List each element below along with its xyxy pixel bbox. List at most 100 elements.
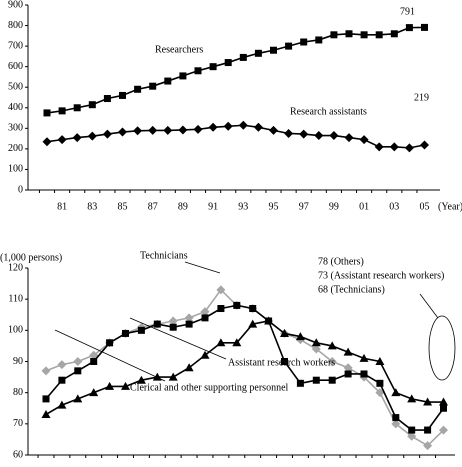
marker xyxy=(253,122,263,132)
marker xyxy=(184,313,194,323)
series-label: Clerical and other supporting personnel xyxy=(130,382,289,393)
leader-line xyxy=(129,317,227,360)
marker xyxy=(270,46,277,54)
y-tick-label: 80 xyxy=(13,387,23,398)
annotation: 78 (Others) xyxy=(318,256,364,267)
marker xyxy=(58,107,66,115)
marker xyxy=(136,375,146,384)
marker xyxy=(41,409,51,418)
annotation: 73 (Assistant research workers) xyxy=(318,270,444,281)
marker xyxy=(359,135,369,145)
leader-line xyxy=(419,293,439,319)
marker xyxy=(344,133,354,143)
marker xyxy=(152,372,162,381)
marker xyxy=(360,31,368,39)
marker xyxy=(440,404,447,412)
marker xyxy=(439,425,448,435)
marker xyxy=(330,31,338,39)
marker xyxy=(137,326,145,334)
x-tick-label: 05 xyxy=(420,201,430,212)
marker xyxy=(88,101,96,109)
series-label: Research assistants xyxy=(290,106,367,117)
x-tick-label: 99 xyxy=(329,201,339,212)
marker xyxy=(200,350,210,359)
marker xyxy=(345,30,353,38)
marker xyxy=(239,53,247,61)
marker xyxy=(299,129,309,139)
highlight-ellipse xyxy=(428,315,456,381)
marker xyxy=(74,367,82,375)
marker xyxy=(224,59,232,67)
marker xyxy=(391,388,401,397)
marker xyxy=(420,140,429,150)
x-tick-label: 85 xyxy=(118,201,128,212)
marker xyxy=(102,129,112,139)
marker xyxy=(148,125,158,135)
marker xyxy=(327,357,337,366)
marker xyxy=(439,397,448,406)
marker xyxy=(296,379,304,387)
marker xyxy=(376,379,384,387)
marker xyxy=(327,341,337,350)
marker xyxy=(43,109,51,117)
x-axis-label: (Year) xyxy=(438,201,462,212)
marker xyxy=(407,394,417,403)
marker xyxy=(295,332,305,341)
marker xyxy=(106,339,114,347)
annotation: 68 (Technicians) xyxy=(318,284,385,295)
marker xyxy=(134,85,142,93)
series-line xyxy=(45,320,444,416)
x-tick-label: 93 xyxy=(238,201,248,212)
marker xyxy=(42,137,52,147)
marker xyxy=(315,36,323,44)
marker xyxy=(344,370,352,378)
marker xyxy=(57,360,67,370)
marker xyxy=(121,381,130,390)
marker xyxy=(404,143,414,153)
marker xyxy=(405,24,413,32)
marker xyxy=(343,363,353,373)
x-tick-label: 81 xyxy=(57,201,67,212)
x-tick-label: 91 xyxy=(208,201,218,212)
marker xyxy=(57,135,67,145)
y-tick-label: 60 xyxy=(13,449,23,460)
marker xyxy=(375,31,383,39)
marker xyxy=(103,95,111,103)
marker xyxy=(73,357,83,366)
leader-line xyxy=(54,329,166,382)
marker xyxy=(223,121,233,131)
marker xyxy=(343,347,353,356)
marker xyxy=(208,122,218,132)
series-label: Technicians xyxy=(140,250,188,261)
marker xyxy=(57,400,67,409)
marker xyxy=(105,381,115,390)
y-tick-label: 120 xyxy=(8,262,23,273)
marker xyxy=(233,301,241,309)
x-tick-label: 95 xyxy=(269,201,279,212)
x-tick-label: 01 xyxy=(359,201,369,212)
marker xyxy=(72,133,82,143)
marker xyxy=(58,376,66,384)
marker xyxy=(90,358,98,365)
y-tick-label: 500 xyxy=(8,82,23,93)
marker xyxy=(216,338,226,347)
y-tick-label: 90 xyxy=(13,356,23,367)
marker xyxy=(375,388,385,398)
marker xyxy=(248,319,258,328)
marker xyxy=(118,127,127,137)
marker xyxy=(264,316,274,325)
series-line xyxy=(46,124,425,149)
x-tick-label: 83 xyxy=(87,201,97,212)
marker xyxy=(119,91,126,99)
marker xyxy=(328,376,336,384)
marker xyxy=(149,82,157,90)
marker xyxy=(122,329,129,337)
marker xyxy=(178,125,188,135)
marker xyxy=(311,344,321,354)
marker xyxy=(280,328,289,337)
marker xyxy=(249,305,257,313)
marker xyxy=(408,426,416,434)
marker xyxy=(169,323,177,331)
y-tick-label: 0 xyxy=(18,184,23,195)
